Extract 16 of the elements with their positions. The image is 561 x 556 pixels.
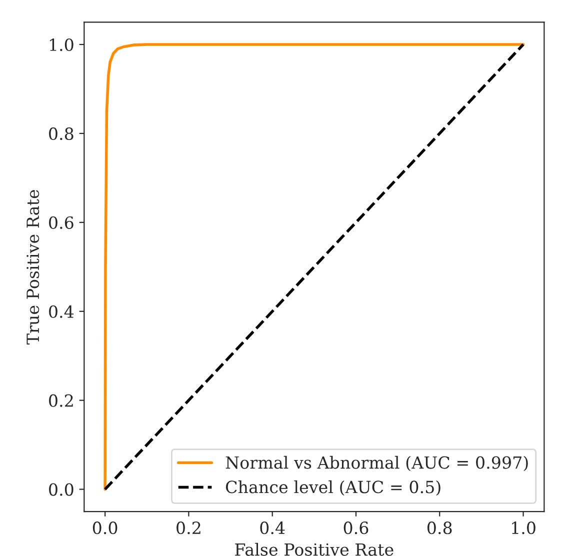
y-tick-label: 1.0 [50,38,74,52]
x-tick-label: 0.6 [344,522,368,534]
y-tick-label: 0.2 [49,394,73,407]
x-tick-label: 0.4 [260,522,285,534]
x-tick-label: 0.2 [176,522,200,534]
x-tick-label: 1.0 [512,522,536,534]
x-tick-label: 0.8 [427,522,452,534]
legend-label: Normal vs Abnormal (AUC = 0.997) [226,456,528,472]
y-tick-label: 0.4 [49,305,74,318]
y-tick-label: 0.8 [49,127,74,140]
y-tick-label: 0.0 [49,483,74,496]
y-tick-label: 0.6 [49,216,74,229]
x-axis-title: False Positive Rate [235,542,394,556]
x-tick-label: 0.0 [92,522,118,534]
y-axis-title: True Positive Rate [26,190,40,344]
legend-label: Chance level (AUC = 0.5) [226,480,440,496]
